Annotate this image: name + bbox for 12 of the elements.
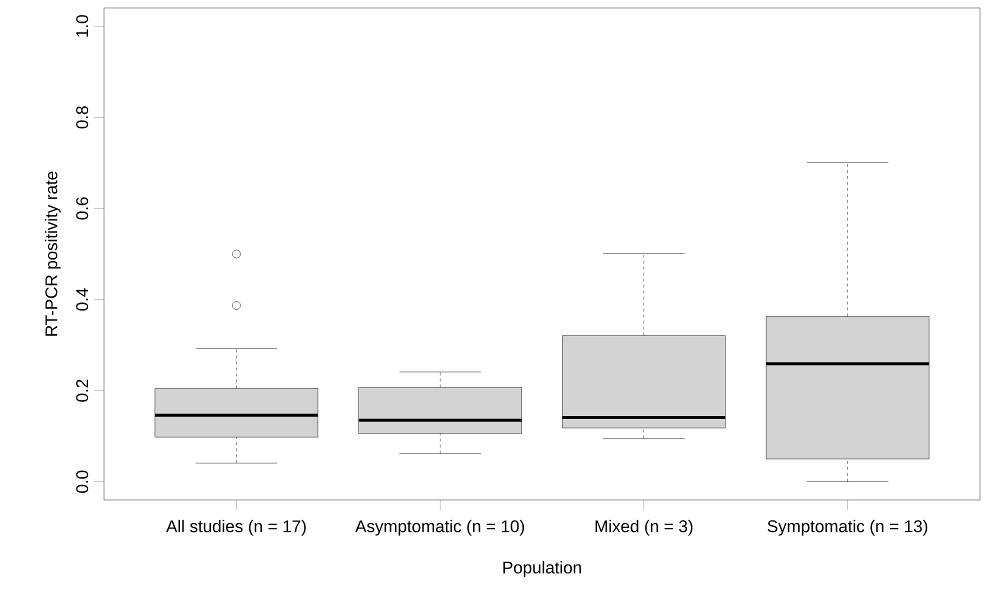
y-axis-title: RT-PCR positivity rate [44,172,61,336]
x-tick-label: Symptomatic (n = 13) [768,520,928,536]
y-tick-label: 0.2 [76,380,88,402]
y-tick-label: 0.4 [76,288,88,311]
y-tick-label: 0.0 [76,470,88,493]
y-tick-label: 0.8 [76,106,88,128]
y-tick-label: 1.0 [76,15,88,37]
x-tick-label: All studies (n = 17) [166,520,306,536]
y-tick-label: 0.6 [76,197,88,220]
x-tick-label: Asymptomatic (n = 10) [355,520,524,536]
x-axis-title: Population [503,561,581,577]
x-tick-label: Mixed (n = 3) [596,520,692,536]
